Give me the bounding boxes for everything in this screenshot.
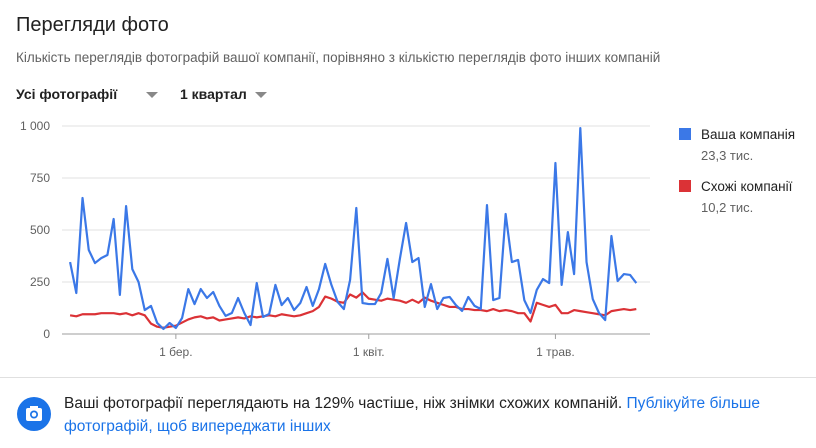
filter-label: 1 квартал <box>180 86 247 102</box>
dropdown-arrow <box>255 92 267 98</box>
photo-filter[interactable]: Усі фотографії <box>16 86 158 102</box>
legend-swatch <box>679 180 691 192</box>
insight-link[interactable]: Публікуйте більше фотографій, щоб випере… <box>64 395 760 435</box>
legend-total: 23,3 тис. <box>701 148 753 163</box>
y-tick-label: 750 <box>30 171 50 185</box>
subtitle: Кількість переглядів фотографій вашої ко… <box>16 50 661 65</box>
y-tick-label: 1 000 <box>20 119 50 133</box>
legend-total: 10,2 тис. <box>701 200 753 215</box>
y-tick-label: 0 <box>43 327 50 341</box>
filter-label: Усі фотографії <box>16 86 118 102</box>
legend-label: Ваша компанія <box>701 127 795 142</box>
legend-label: Схожі компанії <box>701 179 793 194</box>
title: Перегляди фото <box>16 14 169 36</box>
x-tick-label: 1 бер. <box>159 345 192 359</box>
chart: 0 250 500 750 1 000 1 бер. 1 квіт. 1 трав. Ваша … <box>20 119 795 359</box>
insight: Ваші фотографії переглядають на 129% час… <box>64 392 799 438</box>
divider <box>0 377 816 378</box>
series-line <box>69 126 638 331</box>
y-tick-label: 250 <box>30 275 50 289</box>
legend-swatch <box>679 128 691 140</box>
x-tick-label: 1 квіт. <box>353 345 385 359</box>
series-line <box>69 291 637 329</box>
x-tick-label: 1 трав. <box>536 345 575 359</box>
y-tick-label: 500 <box>30 223 50 237</box>
camera-glyph <box>26 406 42 421</box>
insight-text: Ваші фотографії переглядають на 129% час… <box>64 395 623 412</box>
camera-icon <box>17 397 51 431</box>
dropdown-arrow <box>146 92 158 98</box>
period-filter[interactable]: 1 квартал <box>180 86 267 102</box>
